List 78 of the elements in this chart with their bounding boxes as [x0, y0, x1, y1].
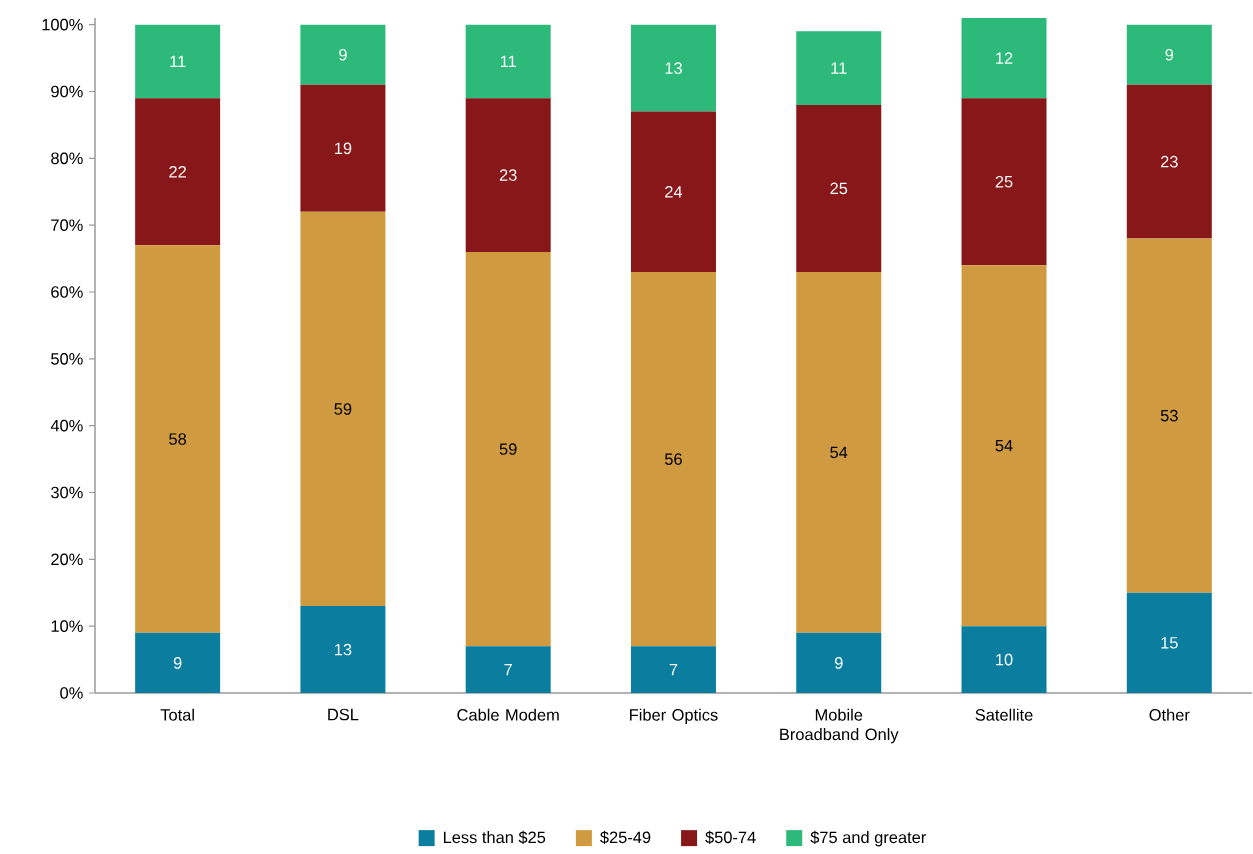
x-tick-label: Fiber Optics [630, 708, 718, 724]
x-tick-label: Total [160, 708, 194, 721]
legend-label: $75 and greater [810, 830, 926, 847]
bar [300, 211, 386, 607]
bar [465, 98, 551, 252]
data-label: 9 [339, 48, 347, 61]
data-label: 12 [996, 52, 1013, 64]
bar [961, 265, 1047, 627]
bar [1126, 592, 1212, 693]
data-label: 9 [1165, 48, 1174, 61]
x-tick-label: Other [1149, 708, 1190, 721]
data-label: 13 [335, 643, 352, 656]
data-label: 11 [170, 55, 186, 68]
y-tick-label: 0% [60, 687, 83, 699]
data-label: 54 [830, 446, 848, 459]
bar [465, 646, 551, 693]
data-label: 11 [831, 62, 847, 74]
data-label: 59 [334, 403, 352, 415]
bar [1126, 24, 1212, 85]
bar [465, 24, 551, 99]
data-label: 10 [996, 653, 1013, 666]
bar [630, 646, 716, 693]
bar [135, 98, 221, 246]
data-label: 9 [834, 657, 843, 669]
x-tick-label: DSL [328, 708, 359, 721]
data-label: 11 [500, 55, 516, 68]
bar [796, 31, 882, 105]
bar [796, 271, 882, 633]
y-tick-label: 50% [51, 353, 83, 365]
legend-label: $50-74 [705, 830, 756, 845]
bar [961, 626, 1047, 693]
data-label: 19 [335, 142, 352, 155]
bar [300, 606, 386, 693]
bar [630, 271, 716, 647]
data-label: 9 [173, 657, 182, 669]
bar [796, 632, 882, 693]
x-tick-label: Mobile Broadband Only [780, 708, 899, 744]
data-label: 56 [664, 453, 682, 465]
bar [135, 632, 221, 693]
legend-label: Less than $25 [443, 830, 546, 845]
x-tick-label: Satellite [975, 708, 1033, 721]
bar [961, 17, 1047, 99]
bar [796, 104, 882, 272]
y-tick-label: 100% [42, 18, 83, 31]
y-tick-label: 70% [51, 219, 83, 231]
data-label: 54 [995, 439, 1013, 452]
y-tick-label: 20% [51, 553, 83, 566]
y-tick-label: 80% [51, 152, 83, 165]
bar [1126, 84, 1212, 239]
data-label: 7 [669, 663, 678, 676]
data-label: 13 [665, 62, 682, 74]
data-label: 22 [169, 165, 186, 178]
y-tick-label: 60% [51, 286, 83, 298]
legend-label: $25-49 [600, 830, 651, 845]
data-label: 24 [665, 186, 683, 198]
bar [1126, 238, 1212, 593]
data-label: 23 [499, 169, 517, 181]
bar [135, 245, 221, 633]
data-label: 7 [504, 663, 512, 676]
bar [465, 251, 551, 647]
bar [961, 98, 1047, 266]
y-tick-label: 40% [50, 419, 83, 432]
data-label: 25 [995, 175, 1013, 188]
data-label: 59 [499, 443, 517, 455]
data-label: 58 [169, 433, 187, 445]
bar [630, 111, 716, 272]
data-label: 53 [1160, 409, 1178, 422]
y-tick-label: 30% [51, 486, 83, 499]
data-label: 23 [1160, 155, 1178, 168]
data-label: 15 [1161, 637, 1178, 649]
bar [135, 24, 221, 99]
data-label: 25 [830, 182, 848, 195]
bar [630, 24, 716, 112]
x-tick-label: Cable Modem [457, 708, 559, 721]
bar [300, 84, 386, 212]
bar [300, 24, 386, 85]
y-tick-label: 90% [51, 85, 83, 98]
y-tick-label: 10% [51, 620, 83, 632]
